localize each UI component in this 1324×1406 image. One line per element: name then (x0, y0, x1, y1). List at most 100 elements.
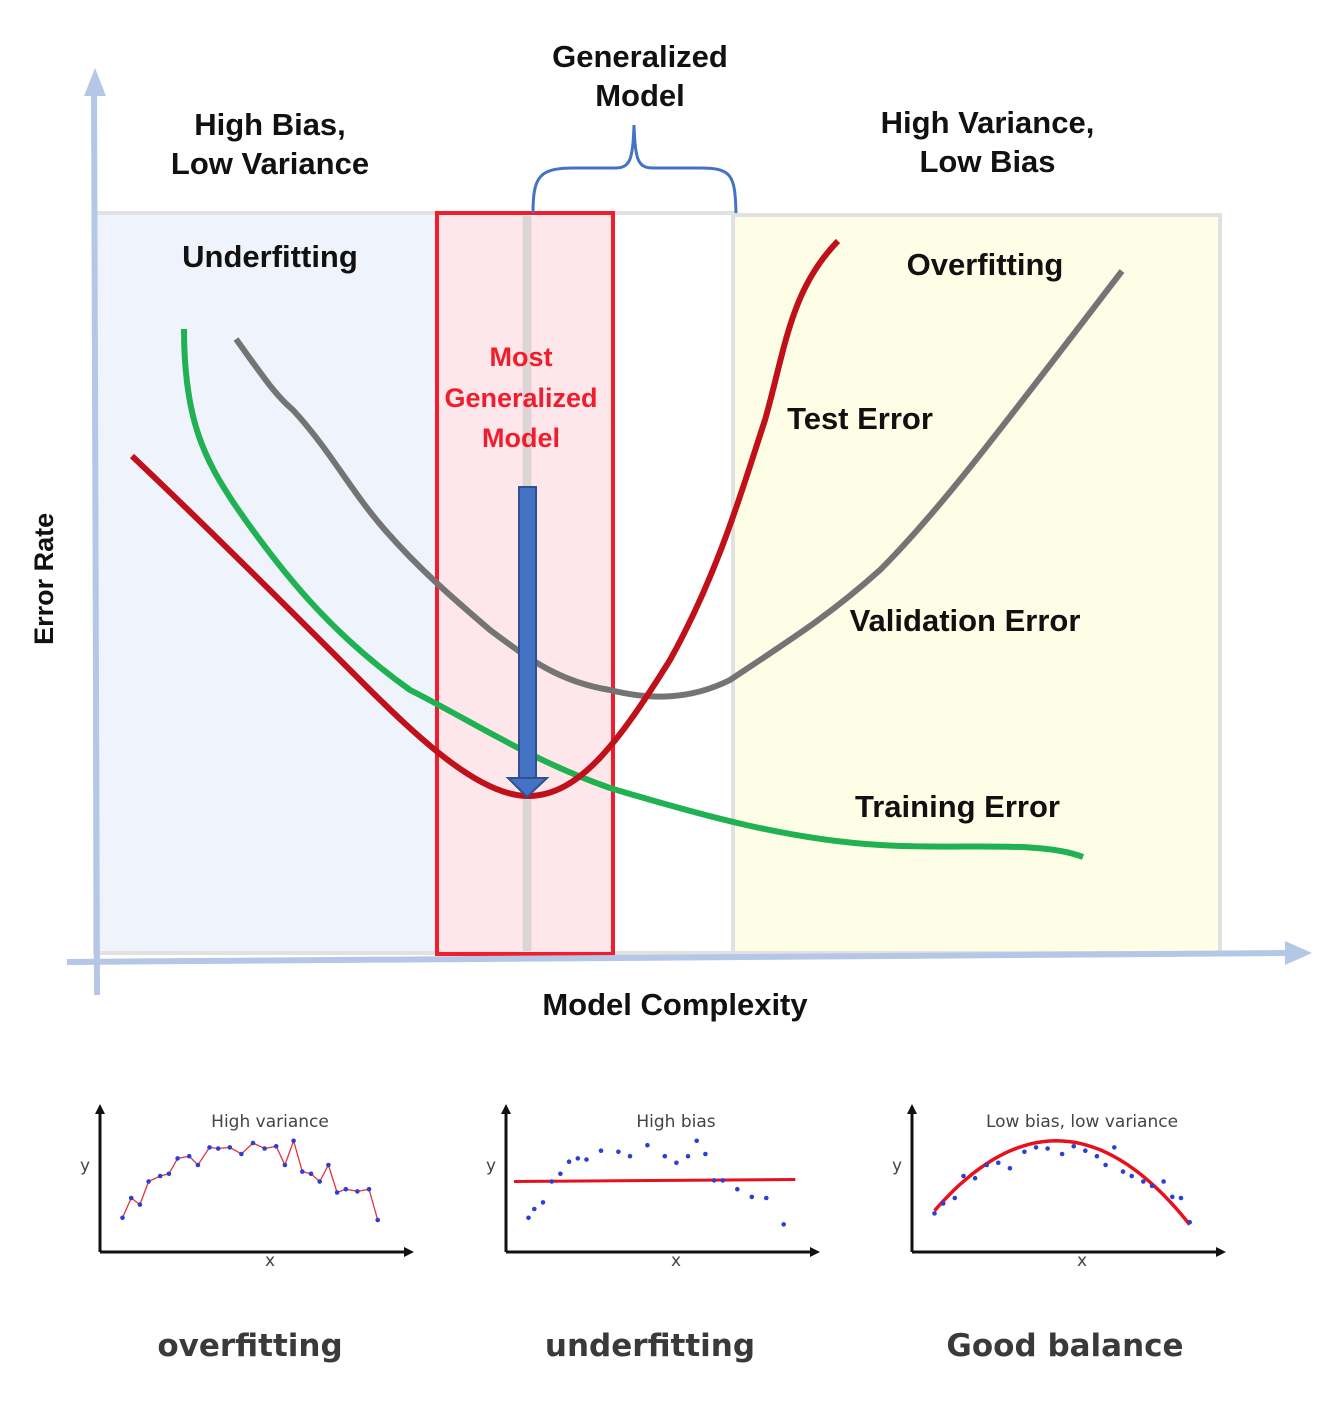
panel-data-point (317, 1179, 322, 1184)
panel-data-point (575, 1156, 581, 1161)
panel-data-point (282, 1162, 288, 1168)
panel-data-point (616, 1149, 621, 1155)
panel-data-point (764, 1195, 769, 1201)
panel-1-x-label: x (264, 1251, 276, 1271)
panel-data-point (1112, 1145, 1117, 1150)
panel-data-point (711, 1178, 717, 1183)
panel-data-point (175, 1156, 180, 1161)
panel-data-point (532, 1206, 537, 1212)
panel-data-point (1045, 1146, 1050, 1151)
panel-data-point (308, 1171, 314, 1177)
panel-data-point (1129, 1173, 1134, 1179)
test-error-curve (129, 238, 841, 800)
panel-data-point (1120, 1169, 1126, 1174)
x-axis-label: Model Complexity (542, 987, 808, 1022)
panel-fit-line (121, 1138, 379, 1221)
training-error-label: Training Error (855, 789, 1060, 824)
panel-data-point (375, 1217, 381, 1223)
high-bias-label: High Bias, Low Variance (170, 107, 370, 181)
panel-data-point (584, 1157, 589, 1162)
panel-data-point (598, 1148, 604, 1153)
optimum-arrow (505, 486, 550, 799)
panel-3-plot (907, 1104, 1226, 1257)
overfitting-label: Overfitting (906, 247, 1064, 282)
panel-data-point (952, 1195, 958, 1201)
panel-data-point (627, 1153, 633, 1159)
test-error-label: Test Error (787, 401, 933, 436)
panel-data-point (355, 1189, 360, 1194)
validation-error-label: Validation Error (849, 603, 1081, 638)
panel-data-point (558, 1171, 563, 1177)
panel-data-point (694, 1138, 699, 1144)
panel-data-point (146, 1179, 151, 1184)
panel-data-point (566, 1159, 572, 1164)
panel-data-point (1170, 1194, 1175, 1200)
panel-data-point (120, 1215, 125, 1221)
panel-data-point (1149, 1183, 1155, 1189)
panel-data-point (749, 1194, 755, 1200)
panel-data-point (1178, 1195, 1184, 1201)
y-axis-arrowhead (84, 68, 106, 96)
generalized-model-label: Generalized Model (552, 39, 728, 113)
panel-data-point (1161, 1179, 1166, 1184)
panel-data-point (526, 1215, 531, 1221)
panel-y-arrow (907, 1104, 917, 1114)
panel-2-title: High bias (636, 1112, 716, 1132)
y-axis (91, 79, 100, 996)
panel-data-point (984, 1162, 989, 1168)
panel-data-point (366, 1186, 372, 1192)
panel-data-point (685, 1153, 691, 1159)
panel-data-point (674, 1160, 679, 1166)
underfitting-label: Underfitting (182, 239, 358, 274)
most-generalized-label: Most Generalized Model (444, 342, 598, 453)
panel-y-arrow (501, 1104, 511, 1114)
panel-x-arrow (404, 1247, 414, 1257)
panel-x-arrow (1216, 1247, 1226, 1257)
x-axis-arrowhead (1285, 941, 1312, 965)
panel-data-point (1059, 1151, 1065, 1157)
panel-data-point (326, 1162, 331, 1168)
panel-1-caption: overfitting (157, 1328, 343, 1364)
panel-2-x-label: x (670, 1251, 682, 1271)
panel-2-y-label: y (485, 1156, 497, 1176)
panel-data-point (273, 1144, 279, 1149)
panel-fit-line (933, 1139, 1192, 1226)
panel-data-point (1103, 1162, 1108, 1168)
y-axis-label: Error Rate (29, 512, 60, 645)
panel-data-point (186, 1153, 192, 1159)
panel-data-point (662, 1153, 668, 1159)
panel-data-point (128, 1195, 134, 1201)
panel-x-arrow (810, 1247, 820, 1257)
panel-data-point (932, 1211, 937, 1216)
panel-data-point (1033, 1145, 1039, 1150)
panel-data-point (1071, 1144, 1076, 1149)
panel-data-point (1187, 1219, 1192, 1225)
panel-data-point (781, 1222, 786, 1227)
panel-data-point (1083, 1148, 1088, 1153)
panel-data-point (720, 1178, 726, 1183)
x-axis (66, 950, 1291, 965)
main-chart-svg (66, 68, 1312, 996)
panel-3-title: Low bias, low variance (985, 1112, 1179, 1132)
panel-data-point (239, 1151, 244, 1157)
panel-data-point (207, 1145, 212, 1150)
panel-data-point (137, 1202, 143, 1207)
validation-error-curve (233, 269, 1125, 700)
panel-1-y-label: y (79, 1156, 91, 1176)
panel-data-point (215, 1146, 221, 1151)
panel-data-point (1007, 1166, 1013, 1171)
panel-data-point (940, 1201, 946, 1206)
panel-data-point (549, 1179, 554, 1184)
panel-data-point (227, 1145, 233, 1150)
panel-data-point (262, 1146, 267, 1151)
panel-data-point (645, 1142, 650, 1148)
overfitting-region (731, 213, 1222, 955)
panel-data-point (540, 1200, 546, 1205)
panel-2-plot (501, 1104, 820, 1257)
panel-data-point (157, 1173, 163, 1179)
panel-1-title: High variance (211, 1112, 329, 1132)
generalized-bracket (531, 124, 738, 214)
panel-data-point (961, 1173, 966, 1179)
panel-data-point (735, 1186, 740, 1192)
